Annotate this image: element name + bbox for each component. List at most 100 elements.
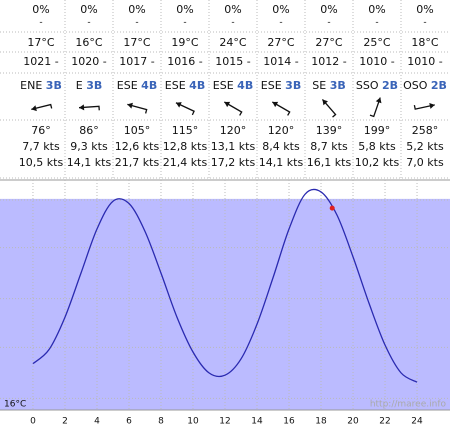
degrees: 76°	[31, 124, 51, 137]
degrees: 86°	[79, 124, 99, 137]
temp: 25°C	[363, 36, 390, 49]
x-tick-label: 0	[30, 417, 36, 427]
current-point	[329, 205, 335, 211]
direction: OSO	[403, 79, 428, 92]
arrow-head	[79, 104, 85, 111]
rain-note: -	[375, 18, 378, 28]
pressure: 1016 -	[167, 55, 202, 68]
pressure: 1017 -	[119, 55, 154, 68]
force: 4B	[189, 79, 205, 92]
water-temperature: 16°C	[4, 400, 26, 410]
rain: 0%	[176, 3, 193, 16]
wind-arrow	[224, 101, 243, 116]
arrow-shaft	[413, 104, 435, 110]
degrees: 120°	[220, 124, 247, 137]
arrow-head	[224, 101, 231, 108]
wind-arrow	[369, 97, 382, 118]
wind-arrow	[78, 104, 100, 111]
arrow-head	[429, 103, 435, 109]
temp: 19°C	[171, 36, 198, 49]
force: 2B	[431, 79, 447, 92]
rain-note: -	[135, 18, 138, 28]
wind-direction: ENE 3B	[20, 79, 62, 92]
arrow-head	[175, 102, 182, 108]
wind-direction: ESE 4B	[117, 79, 157, 92]
degrees: 105°	[124, 124, 151, 137]
x-tick-label: 10	[187, 417, 199, 427]
pressure: 1010 -	[359, 55, 394, 68]
x-tick-label: 2	[62, 417, 68, 427]
x-tick-label: 22	[379, 417, 390, 427]
rain-note: -	[279, 18, 282, 28]
speed: 12,8 kts	[163, 140, 208, 153]
arrow-head	[375, 97, 382, 104]
arrow-shaft	[127, 103, 148, 114]
x-tick-label: 8	[158, 417, 164, 427]
speed: 8,4 kts	[262, 140, 300, 153]
gust: 10,5 kts	[19, 156, 64, 169]
direction: ESE	[261, 79, 282, 92]
gust: 7,0 kts	[406, 156, 444, 169]
wind-direction: E 3B	[76, 79, 103, 92]
x-tick-label: 24	[411, 417, 423, 427]
rain-note: -	[327, 18, 330, 28]
rain-note: -	[39, 18, 42, 28]
force: 2B	[382, 79, 398, 92]
wind-arrow	[321, 99, 337, 118]
pressure: 1020 -	[71, 55, 106, 68]
force: 4B	[237, 79, 253, 92]
speed: 5,8 kts	[358, 140, 396, 153]
arrow-shaft	[175, 102, 195, 116]
pressure: 1014 -	[263, 55, 298, 68]
force: 4B	[141, 79, 157, 92]
rain: 0%	[80, 3, 97, 16]
gust: 21,4 kts	[163, 156, 208, 169]
wind-arrow	[413, 103, 435, 110]
pressure: 1015 -	[215, 55, 250, 68]
arrow-head	[322, 99, 328, 106]
direction: ESE	[213, 79, 234, 92]
direction: ENE	[20, 79, 42, 92]
wind-direction: SE 3B	[312, 79, 345, 92]
arrow-shaft	[224, 101, 243, 116]
temp: 27°C	[267, 36, 294, 49]
arrow-head	[272, 101, 279, 108]
gust: 21,7 kts	[115, 156, 160, 169]
gust: 14,1 kts	[259, 156, 304, 169]
rain: 0%	[272, 3, 289, 16]
pressure: 1010 -	[407, 55, 442, 68]
speed: 12,6 kts	[115, 140, 160, 153]
arrow-shaft	[369, 97, 381, 118]
wind-arrow	[175, 102, 195, 116]
wind-direction: ESE 4B	[213, 79, 253, 92]
gust: 17,2 kts	[211, 156, 256, 169]
x-tick-label: 20	[347, 417, 359, 427]
arrow-shaft	[272, 101, 291, 116]
arrow-head	[127, 102, 133, 109]
watermark: http://maree.info	[370, 400, 447, 410]
speed: 7,7 kts	[22, 140, 60, 153]
rain: 0%	[224, 3, 241, 16]
arrow-shaft	[321, 99, 337, 118]
direction: E	[76, 79, 83, 92]
rain: 0%	[320, 3, 337, 16]
degrees: 258°	[412, 124, 439, 137]
rain-note: -	[183, 18, 186, 28]
x-tick-label: 18	[315, 417, 327, 427]
wind-direction: ESE 4B	[165, 79, 205, 92]
arrow-shaft	[31, 103, 53, 111]
x-tick-label: 6	[126, 417, 132, 427]
rain-note: -	[87, 18, 90, 28]
rain: 0%	[32, 3, 49, 16]
force: 3B	[330, 79, 346, 92]
direction: ESE	[165, 79, 186, 92]
speed: 5,2 kts	[406, 140, 444, 153]
degrees: 199°	[364, 124, 391, 137]
pressure: 1021 -	[23, 55, 58, 68]
wind-direction: OSO 2B	[403, 79, 447, 92]
degrees: 120°	[268, 124, 295, 137]
temp: 17°C	[123, 36, 150, 49]
rain: 0%	[368, 3, 385, 16]
temp: 17°C	[27, 36, 54, 49]
x-tick-label: 12	[219, 417, 230, 427]
